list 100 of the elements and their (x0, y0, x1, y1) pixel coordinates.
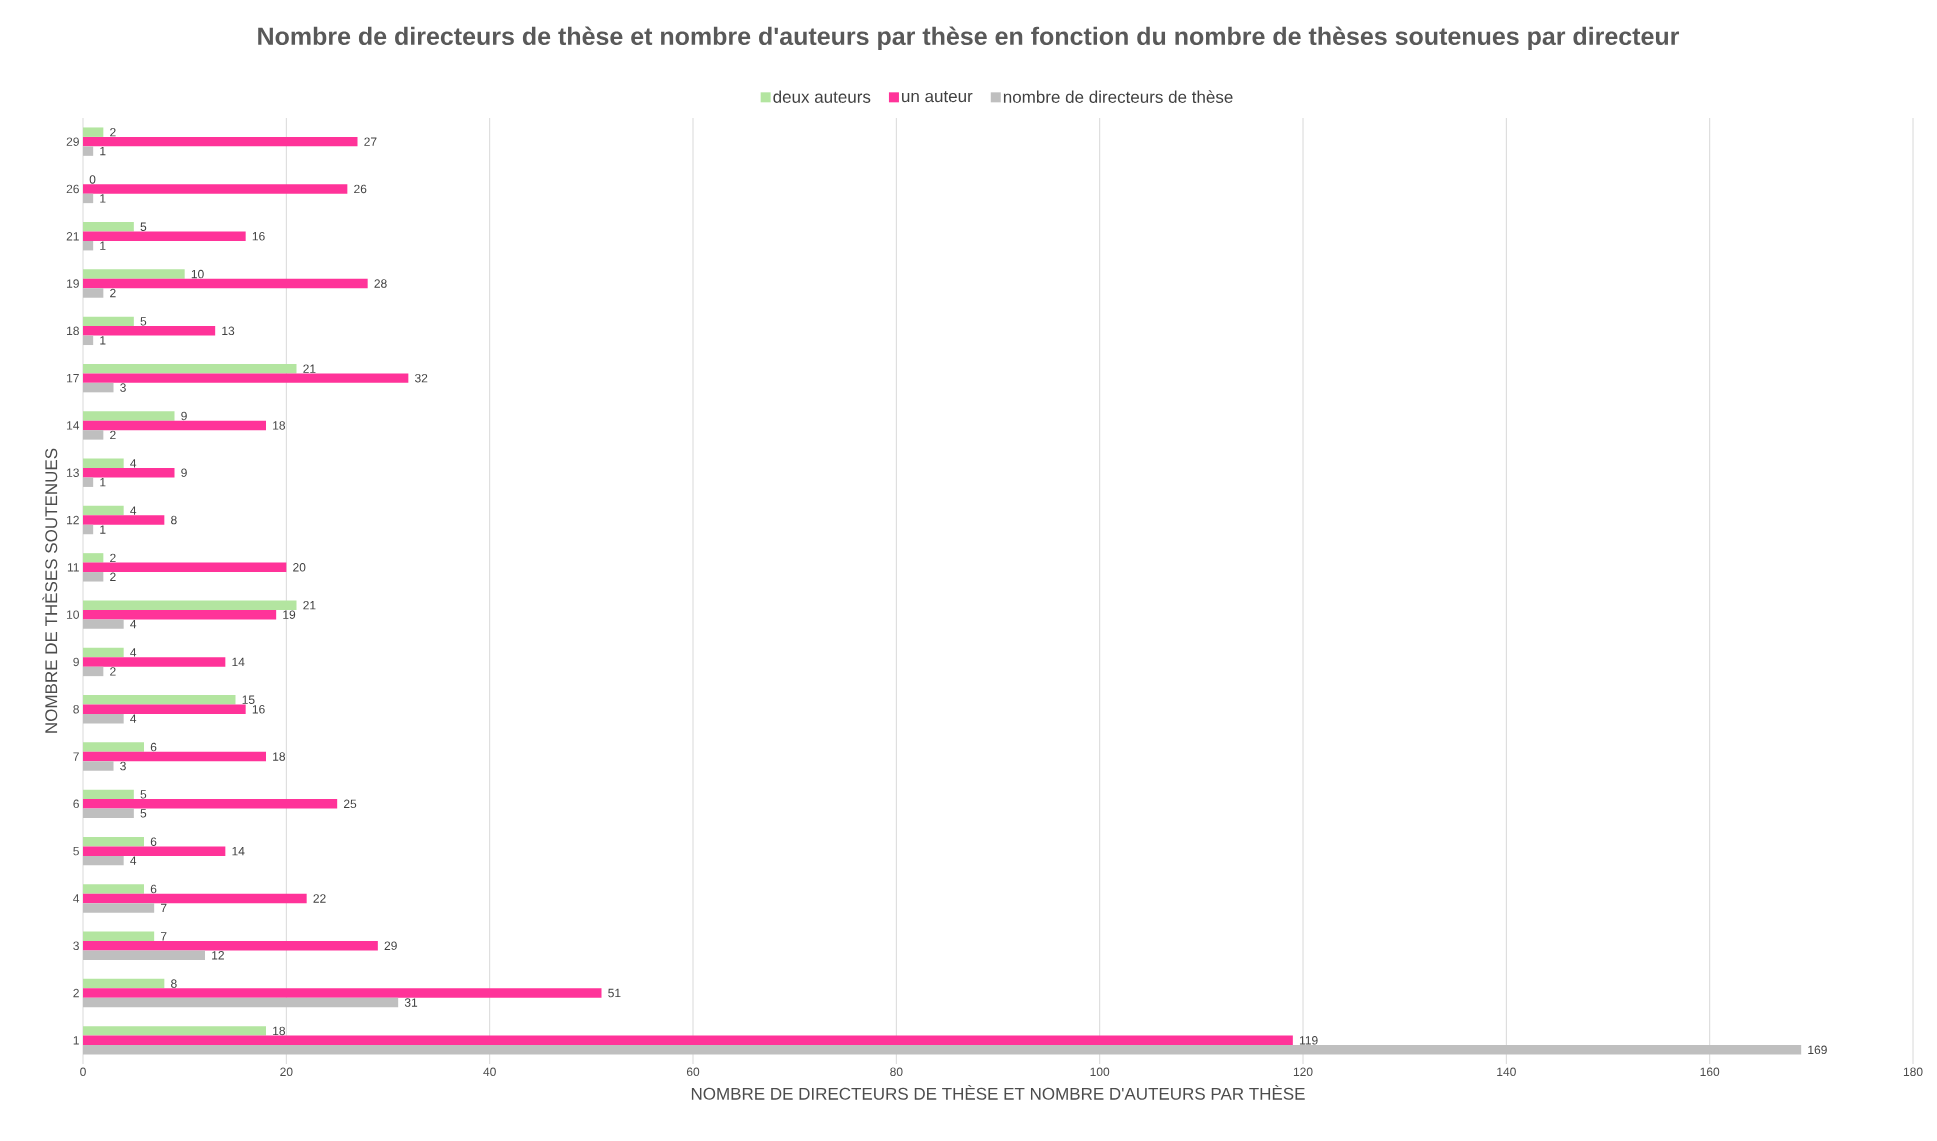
bar (83, 553, 104, 563)
data-label: 119 (1299, 1036, 1318, 1045)
data-label: 19 (283, 610, 296, 619)
data-label: 21 (303, 364, 316, 373)
data-label: 6 (150, 837, 157, 846)
data-label: 2 (110, 430, 116, 440)
bar (83, 855, 124, 866)
x-tick-label: 40 (483, 1067, 496, 1077)
bar (83, 941, 378, 951)
bar (83, 288, 104, 298)
y-tick-label: 10 (67, 610, 80, 619)
data-label: 28 (374, 279, 387, 288)
data-label: 18 (273, 1026, 286, 1036)
bar (83, 647, 124, 658)
bar (83, 222, 134, 232)
x-tick-label: 160 (1700, 1067, 1720, 1077)
bar (83, 713, 124, 724)
data-label: 4 (130, 459, 137, 468)
y-tick-label: 29 (66, 137, 79, 146)
x-tick-label: 140 (1497, 1067, 1516, 1077)
bar (83, 411, 175, 421)
bar (83, 382, 114, 393)
bar (83, 240, 94, 251)
y-tick-label: 6 (73, 799, 79, 809)
data-label: 16 (252, 232, 265, 241)
data-label: 8 (171, 515, 177, 525)
data-label: 1 (100, 194, 106, 203)
data-label: 2 (110, 128, 116, 137)
x-tick-label: 120 (1293, 1067, 1313, 1077)
bar (83, 193, 94, 204)
data-label: 1 (100, 146, 106, 156)
x-tick-label: 100 (1090, 1067, 1110, 1077)
x-tick-label: 180 (1903, 1067, 1923, 1077)
bar (83, 988, 602, 998)
y-tick-label: 2 (73, 988, 79, 998)
bar (83, 799, 338, 809)
y-tick-label: 14 (67, 421, 80, 430)
bar (83, 657, 226, 667)
bar (83, 761, 114, 771)
data-label: 5 (140, 222, 147, 231)
data-label: 27 (364, 137, 377, 146)
x-tick-label: 20 (280, 1067, 293, 1077)
data-label: 5 (140, 790, 147, 799)
bar (83, 136, 358, 147)
y-tick-label: 9 (73, 657, 79, 667)
legend-label: un auteur (902, 91, 973, 103)
bar (83, 1045, 1802, 1055)
bar (83, 316, 134, 327)
data-label: 29 (384, 941, 397, 950)
data-label: 8 (171, 979, 177, 988)
bar (83, 184, 348, 194)
bar (83, 326, 216, 336)
y-tick-label: 17 (67, 374, 79, 383)
chart-title: Nombre de directeurs de thèse et nombre d'auteurs par thèse en fonction du nombre de thèses soutenues par directeur (258, 26, 1680, 51)
bar (83, 524, 94, 535)
bar (83, 609, 277, 620)
bar (83, 562, 287, 573)
data-label: 4 (130, 714, 137, 723)
bar (83, 997, 399, 1008)
data-label: 4 (130, 648, 137, 657)
data-label: 18 (273, 421, 286, 430)
bar (83, 600, 297, 610)
x-axis-title: NOMBRE DE DIRECTEURS DE THÈSE ET NOMBRE D'AUTEURS PAR THÈSE (691, 1084, 1305, 1100)
y-tick-label: 7 (73, 752, 79, 761)
data-label: 4 (130, 619, 137, 629)
y-tick-label: 26 (66, 184, 79, 194)
bar (83, 836, 144, 847)
data-label: 13 (222, 326, 235, 336)
data-label: 9 (181, 411, 187, 421)
bar (83, 373, 409, 383)
data-label: 21 (303, 601, 316, 610)
bar (83, 950, 205, 960)
data-label: 15 (242, 695, 255, 704)
data-label: 25 (343, 799, 357, 809)
bar (83, 420, 266, 431)
bar (83, 978, 165, 989)
data-label: 2 (110, 667, 116, 676)
data-label: 1 (100, 525, 106, 534)
bar (83, 269, 185, 279)
y-tick-label: 4 (73, 894, 80, 903)
bar (83, 231, 246, 241)
y-tick-label: 13 (67, 468, 79, 477)
bar (83, 931, 155, 942)
bar (83, 846, 226, 856)
bar (83, 751, 266, 762)
y-tick-label: 5 (73, 846, 79, 856)
bar (83, 884, 144, 894)
y-tick-label: 12 (67, 515, 79, 525)
data-label: 2 (110, 553, 116, 563)
data-label: 2 (110, 572, 116, 581)
bar (83, 619, 124, 629)
bar (83, 742, 144, 752)
data-label: 1 (100, 336, 106, 345)
data-label: 169 (1808, 1045, 1827, 1055)
data-label: 18 (273, 752, 286, 761)
data-label: 20 (293, 563, 306, 572)
data-label: 31 (404, 998, 418, 1007)
y-tick-label: 11 (67, 563, 79, 572)
bar (83, 278, 368, 289)
data-label: 5 (140, 317, 147, 326)
